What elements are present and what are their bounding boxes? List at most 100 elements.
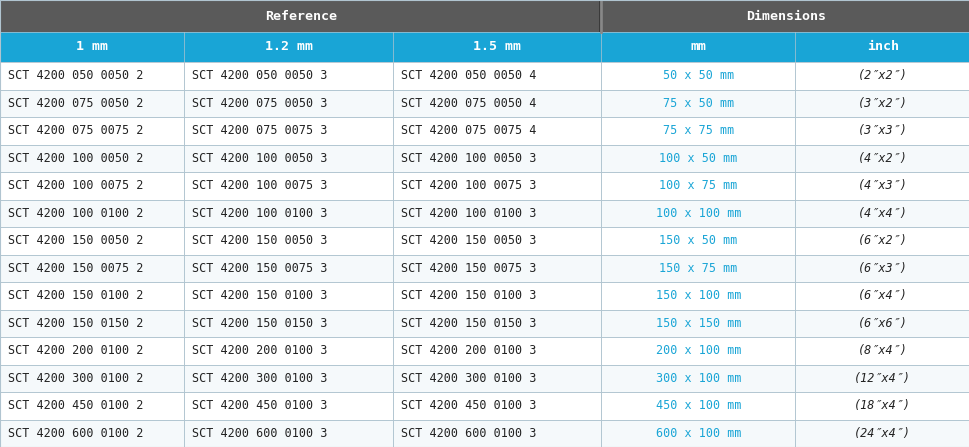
Text: SCT 4200 150 0100 3: SCT 4200 150 0100 3 (400, 289, 536, 302)
Text: SCT 4200 100 0050 3: SCT 4200 100 0050 3 (192, 152, 328, 165)
Bar (392, 337, 601, 364)
Text: SCT 4200 100 0075 2: SCT 4200 100 0075 2 (8, 179, 143, 192)
Text: (18″x4″): (18″x4″) (854, 399, 910, 412)
Text: (24″x4″): (24″x4″) (854, 427, 910, 440)
Bar (795, 254, 969, 282)
Text: (6″x2″): (6″x2″) (857, 234, 907, 247)
Text: SCT 4200 100 0075 3: SCT 4200 100 0075 3 (400, 179, 536, 192)
Bar (601, 117, 795, 144)
Bar (601, 254, 795, 282)
Bar (0, 254, 184, 282)
Text: SCT 4200 100 0100 2: SCT 4200 100 0100 2 (8, 207, 143, 220)
Bar (601, 89, 795, 117)
Text: 1.2 mm: 1.2 mm (265, 41, 312, 54)
Bar (601, 62, 795, 89)
Text: SCT 4200 150 0100 2: SCT 4200 150 0100 2 (8, 289, 143, 302)
Bar (601, 282, 795, 309)
Bar (795, 392, 969, 419)
Bar (795, 62, 969, 89)
Text: SCT 4200 450 0100 2: SCT 4200 450 0100 2 (8, 399, 143, 412)
Text: SCT 4200 150 0075 3: SCT 4200 150 0075 3 (400, 262, 536, 275)
Text: 100 x 100 mm: 100 x 100 mm (655, 207, 740, 220)
Bar (795, 282, 969, 309)
Bar (0, 282, 184, 309)
Text: SCT 4200 200 0100 3: SCT 4200 200 0100 3 (400, 344, 536, 357)
Bar (601, 364, 795, 392)
Bar (0, 172, 184, 199)
Text: (6″x3″): (6″x3″) (857, 262, 907, 275)
Bar (184, 282, 392, 309)
Text: (3″x3″): (3″x3″) (857, 124, 907, 137)
Bar (392, 117, 601, 144)
Text: SCT 4200 150 0150 3: SCT 4200 150 0150 3 (192, 317, 328, 330)
Bar (795, 89, 969, 117)
Bar (795, 117, 969, 144)
Bar (184, 32, 392, 62)
Text: SCT 4200 050 0050 2: SCT 4200 050 0050 2 (8, 69, 143, 82)
Text: SCT 4200 200 0100 3: SCT 4200 200 0100 3 (192, 344, 328, 357)
Text: (4″x2″): (4″x2″) (857, 152, 907, 165)
Text: 75 x 75 mm: 75 x 75 mm (662, 124, 734, 137)
Text: SCT 4200 075 0075 3: SCT 4200 075 0075 3 (192, 124, 328, 137)
Text: 150 x 150 mm: 150 x 150 mm (655, 317, 740, 330)
Text: SCT 4200 100 0050 3: SCT 4200 100 0050 3 (400, 152, 536, 165)
Text: 100 x 75 mm: 100 x 75 mm (659, 179, 736, 192)
Text: 100 x 50 mm: 100 x 50 mm (659, 152, 736, 165)
Bar (184, 227, 392, 254)
Bar (0, 89, 184, 117)
Bar (601, 144, 795, 172)
Text: Reference: Reference (265, 9, 336, 22)
Text: SCT 4200 200 0100 2: SCT 4200 200 0100 2 (8, 344, 143, 357)
Text: SCT 4200 300 0100 2: SCT 4200 300 0100 2 (8, 372, 143, 385)
Bar (601, 32, 795, 62)
Bar (184, 117, 392, 144)
Text: (2″x2″): (2″x2″) (857, 69, 907, 82)
Bar (795, 309, 969, 337)
Bar (0, 32, 184, 62)
Bar (795, 172, 969, 199)
Bar (0, 309, 184, 337)
Text: 75 x 50 mm: 75 x 50 mm (662, 97, 734, 110)
Bar (0, 62, 184, 89)
Bar (795, 199, 969, 227)
Text: (8″x4″): (8″x4″) (857, 344, 907, 357)
Text: SCT 4200 075 0075 4: SCT 4200 075 0075 4 (400, 124, 536, 137)
Bar (599, 0, 603, 32)
Bar (601, 392, 795, 419)
Bar (601, 227, 795, 254)
Text: SCT 4200 300 0100 3: SCT 4200 300 0100 3 (192, 372, 328, 385)
Bar (392, 172, 601, 199)
Bar (392, 89, 601, 117)
Bar (184, 89, 392, 117)
Text: SCT 4200 150 0050 3: SCT 4200 150 0050 3 (400, 234, 536, 247)
Text: SCT 4200 100 0100 3: SCT 4200 100 0100 3 (192, 207, 328, 220)
Bar (795, 419, 969, 447)
Bar (601, 199, 795, 227)
Bar (392, 227, 601, 254)
Bar (184, 337, 392, 364)
Text: SCT 4200 150 0150 2: SCT 4200 150 0150 2 (8, 317, 143, 330)
Bar (0, 0, 601, 32)
Bar (0, 337, 184, 364)
Text: SCT 4200 450 0100 3: SCT 4200 450 0100 3 (192, 399, 328, 412)
Text: 300 x 100 mm: 300 x 100 mm (655, 372, 740, 385)
Bar (795, 144, 969, 172)
Text: 150 x 50 mm: 150 x 50 mm (659, 234, 736, 247)
Bar (392, 364, 601, 392)
Bar (601, 0, 969, 32)
Bar (0, 392, 184, 419)
Text: 600 x 100 mm: 600 x 100 mm (655, 427, 740, 440)
Text: SCT 4200 075 0050 2: SCT 4200 075 0050 2 (8, 97, 143, 110)
Text: 150 x 75 mm: 150 x 75 mm (659, 262, 736, 275)
Bar (184, 419, 392, 447)
Bar (184, 254, 392, 282)
Text: SCT 4200 600 0100 3: SCT 4200 600 0100 3 (192, 427, 328, 440)
Text: SCT 4200 100 0050 2: SCT 4200 100 0050 2 (8, 152, 143, 165)
Bar (392, 32, 601, 62)
Text: SCT 4200 600 0100 3: SCT 4200 600 0100 3 (400, 427, 536, 440)
Text: (6″x4″): (6″x4″) (857, 289, 907, 302)
Bar (0, 364, 184, 392)
Text: SCT 4200 100 0075 3: SCT 4200 100 0075 3 (192, 179, 328, 192)
Bar (392, 419, 601, 447)
Text: SCT 4200 150 0150 3: SCT 4200 150 0150 3 (400, 317, 536, 330)
